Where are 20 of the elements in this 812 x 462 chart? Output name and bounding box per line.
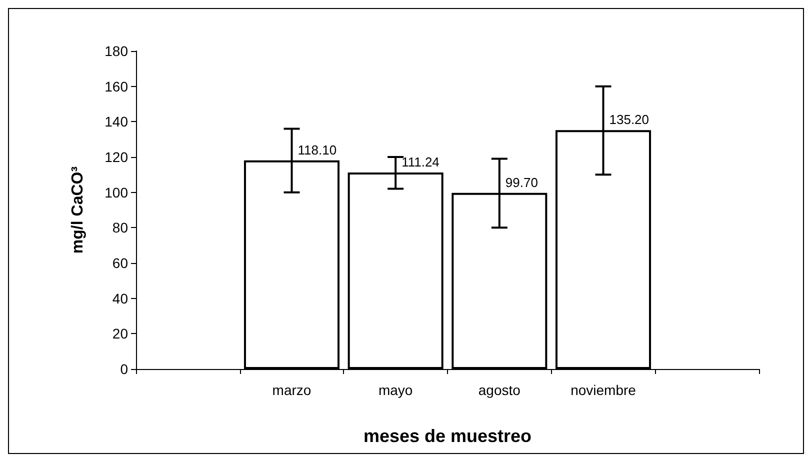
y-tick-label: 80 [112, 220, 128, 236]
y-axis-title: mg/l CaCO³ [70, 166, 86, 254]
data-label: 135.20 [609, 112, 650, 128]
x-tick-label: marzo [272, 382, 312, 398]
y-tick-label: 160 [104, 78, 128, 94]
data-label: 118.10 [298, 142, 337, 158]
data-label: 111.24 [402, 154, 440, 170]
x-tick-label: agosto [478, 382, 521, 398]
y-tick-label: 0 [120, 361, 128, 377]
y-tick-label: 180 [104, 43, 128, 59]
x-tick-label: mayo [378, 382, 413, 398]
y-tick-label: 40 [112, 290, 128, 306]
x-tick-label: noviembre [570, 382, 636, 398]
data-label: 99.70 [505, 174, 538, 190]
y-tick-label: 120 [104, 149, 128, 165]
y-tick-label: 60 [112, 255, 128, 271]
y-tick-label: 20 [112, 326, 128, 342]
y-tick-label: 100 [104, 184, 128, 200]
x-axis-title: meses de muestreo [363, 426, 532, 446]
y-tick-label: 140 [104, 114, 128, 130]
